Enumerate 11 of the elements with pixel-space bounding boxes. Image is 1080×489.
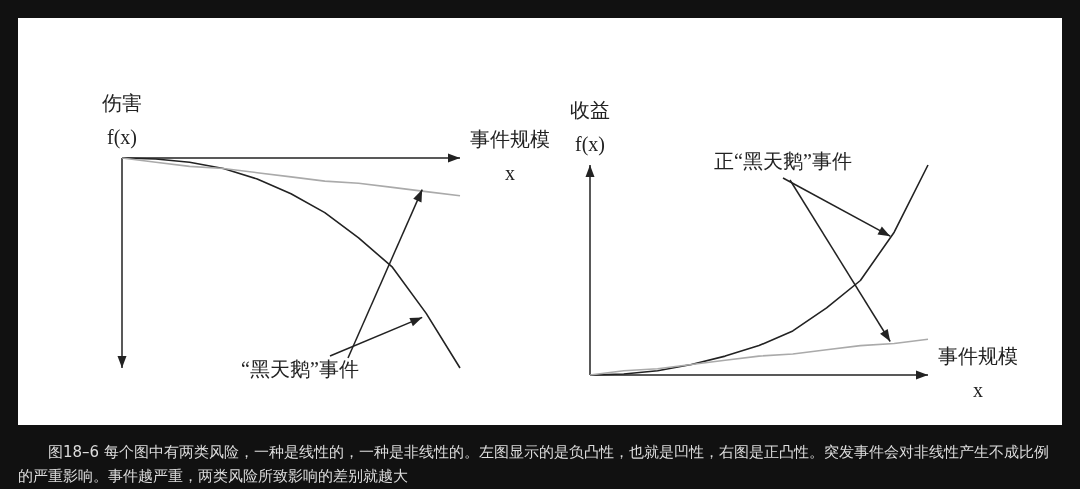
ylabel: 伤害	[102, 92, 142, 114]
xlabel: 事件规模	[470, 128, 550, 150]
ylabel: 收益	[570, 99, 610, 121]
xlabel: x	[973, 379, 983, 401]
ylabel: f(x)	[575, 133, 605, 155]
caption: 图18–6 每个图中有两类风险，一种是线性的，一种是非线性的。左图显示的是负凸性，也就是凹性，右图是正凸性。突发事件会对非线性产生不成比例的严重影响。事件越严重，两类风险所致影响的差别就越大	[18, 442, 1050, 487]
ylabel: f(x)	[107, 126, 137, 148]
xlabel: 事件规模	[938, 345, 1018, 367]
annotation: 正“黑天鹅”事件	[714, 150, 852, 172]
annotation: “黑天鹅”事件	[241, 358, 359, 380]
xlabel: x	[505, 162, 515, 184]
